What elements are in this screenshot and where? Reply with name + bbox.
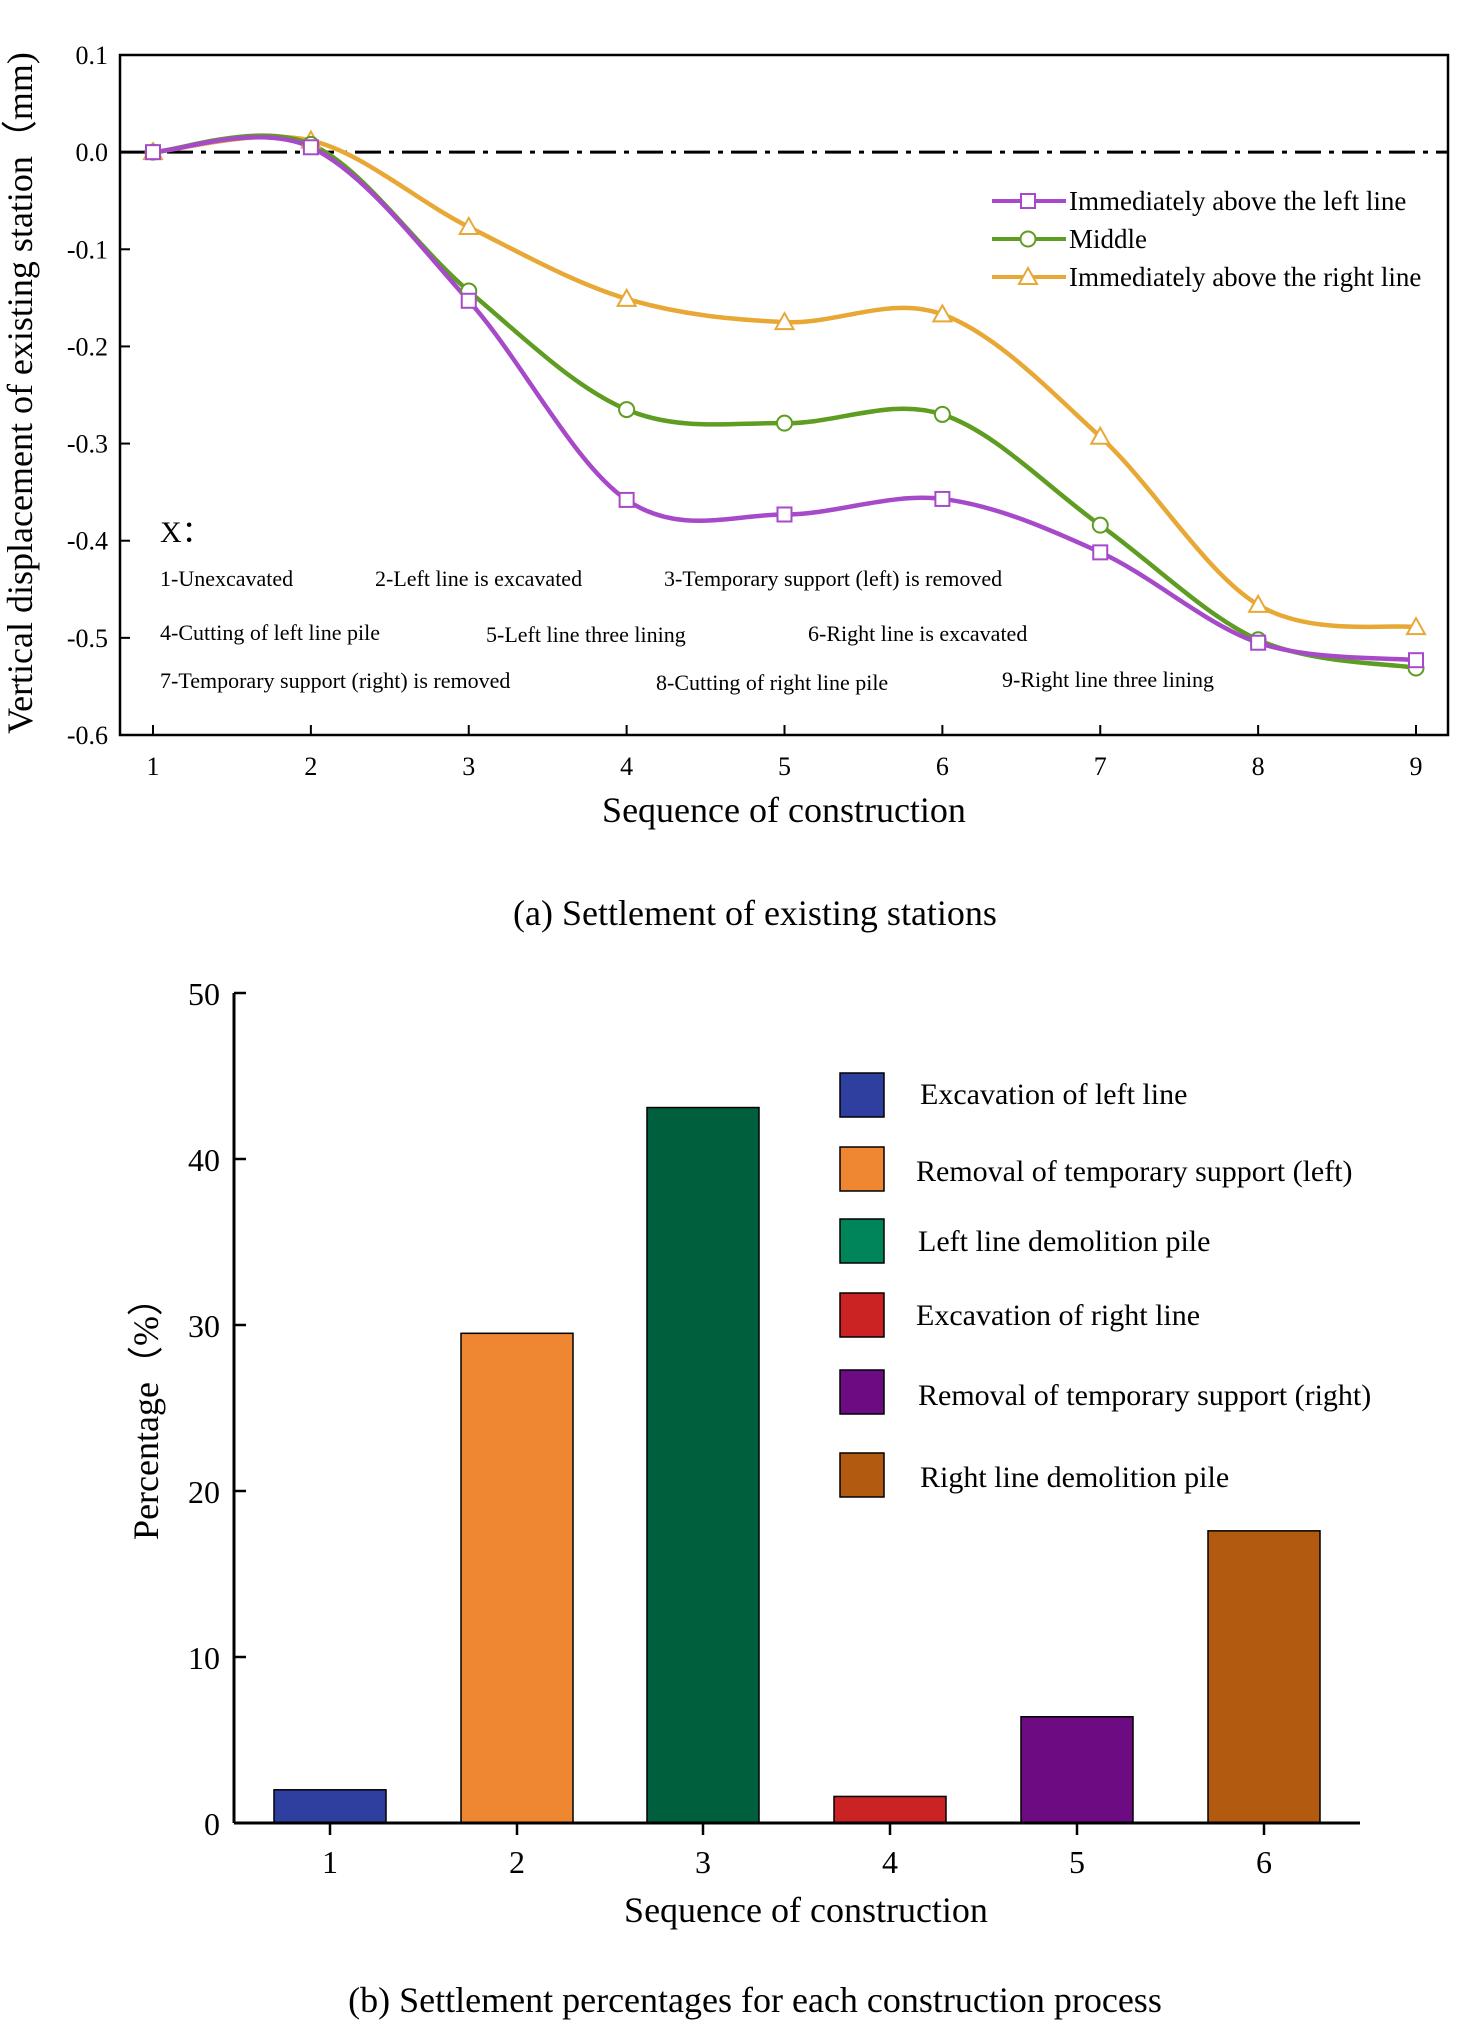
y-tick-label: -0.2 (67, 332, 108, 361)
x-tick-label: 1 (147, 752, 160, 781)
x-tick-label: 3 (462, 752, 475, 781)
data-point-triangle (931, 303, 954, 323)
data-point-triangle (1089, 425, 1111, 445)
legend-swatch-1 (839, 1072, 885, 1118)
data-point-circle (933, 405, 951, 423)
data-point-triangle (458, 215, 480, 235)
legend-swatch-3 (839, 1218, 885, 1264)
legend-series-left: Immediately above the left line (1069, 186, 1406, 216)
y-tick-label: 0 (204, 1806, 220, 1842)
data-point-circle (618, 401, 636, 419)
data-point-triangle (1247, 593, 1269, 613)
data-point-triangle (1405, 616, 1427, 636)
chart-a-note-8: 8-Cutting of right line pile (656, 670, 888, 695)
chart-a-notes-title: X： (160, 516, 212, 549)
legend-series-middle: Middle (1069, 224, 1147, 254)
chart-b: 0 10 20 30 40 50 1 2 3 4 5 6 Excavation of left li… (126, 976, 1371, 2020)
legend-label-4: Excavation of right line (916, 1299, 1200, 1332)
data-point-square (145, 144, 161, 161)
chart-a: 0.1 0.0 -0.1 -0.2 -0.3 -0.4 -0.5 -0.6 1 2 3 4 5 6 7 8 9… (0, 41, 1450, 933)
y-tick-label: 10 (188, 1640, 220, 1676)
bar-4 (833, 1795, 947, 1824)
legend-label-3: Left line demolition pile (918, 1225, 1210, 1258)
legend-swatch-5 (839, 1369, 885, 1415)
data-point-square (1250, 634, 1267, 651)
data-point-square (618, 491, 635, 508)
bar-6 (1207, 1530, 1321, 1824)
bar-3 (646, 1106, 760, 1824)
x-tick-label: 6 (936, 752, 949, 781)
legend-circle-marker (1019, 230, 1037, 248)
y-tick-label: 40 (188, 1142, 220, 1178)
x-tick-label: 7 (1094, 752, 1107, 781)
legend-series-right: Immediately above the right line (1069, 262, 1421, 292)
data-point-triangle (615, 287, 638, 307)
chart-a-legend: Immediately above the left line Middle I… (992, 186, 1421, 292)
y-tick-label: -0.4 (67, 527, 108, 556)
data-point-square (776, 506, 793, 523)
y-tick-label: 50 (188, 976, 220, 1012)
data-point-square (1408, 652, 1424, 669)
y-tick-label: 30 (188, 1308, 220, 1344)
bar-2 (460, 1332, 574, 1824)
chart-b-xlabel: Sequence of construction (624, 1890, 988, 1930)
chart-b-ylabel: Percentage（%） (126, 1280, 166, 1540)
bar-5 (1020, 1716, 1134, 1824)
data-point-square (1092, 544, 1109, 561)
chart-a-note-7: 7-Temporary support (right) is removed (160, 668, 510, 693)
y-tick-label: 0.0 (76, 138, 109, 167)
x-tick-label: 3 (695, 1844, 711, 1880)
chart-a-note-3: 3-Temporary support (left) is removed (664, 566, 1002, 591)
chart-a-note-2: 2-Left line is excavated (375, 566, 582, 591)
x-tick-label: 8 (1252, 752, 1265, 781)
data-point-square (460, 292, 477, 309)
bar-1 (273, 1789, 387, 1824)
x-tick-label: 5 (778, 752, 791, 781)
x-tick-label: 5 (1069, 1844, 1085, 1880)
chart-a-note-6: 6-Right line is excavated (808, 621, 1027, 646)
legend-triangle-marker (1017, 265, 1039, 285)
legend-label-1: Excavation of left line (920, 1078, 1187, 1111)
x-tick-label: 6 (1256, 1844, 1272, 1880)
x-tick-label: 9 (1410, 752, 1423, 781)
y-tick-label: 0.1 (76, 41, 109, 70)
y-tick-label: 20 (188, 1474, 220, 1510)
y-tick-label: -0.3 (67, 430, 108, 459)
legend-label-2: Removal of temporary support (left) (916, 1155, 1353, 1188)
y-tick-label: -0.1 (67, 235, 108, 264)
data-point-square (302, 139, 319, 156)
chart-a-note-5: 5-Left line three lining (486, 622, 686, 647)
x-tick-label: 2 (304, 752, 317, 781)
x-tick-label: 1 (322, 1844, 338, 1880)
series-line-square (152, 135, 1417, 663)
data-point-circle (1091, 516, 1109, 534)
data-point-triangle (773, 311, 796, 331)
data-point-circle (776, 414, 793, 432)
chart-a-note-9: 9-Right line three lining (1002, 667, 1214, 692)
legend-label-6: Right line demolition pile (920, 1461, 1229, 1494)
legend-label-5: Removal of temporary support (right) (918, 1379, 1371, 1412)
chart-a-note-1: 1-Unexcavated (160, 566, 293, 591)
legend-swatch-4 (839, 1292, 885, 1338)
x-tick-label: 2 (509, 1844, 525, 1880)
chart-a-ylabel: Vertical displacement of existing statio… (0, 52, 40, 734)
x-tick-label: 4 (620, 752, 633, 781)
chart-b-caption: (b) Settlement percentages for each cons… (348, 1980, 1162, 2020)
legend-swatch-2 (839, 1146, 885, 1192)
chart-a-caption: (a) Settlement of existing stations (513, 893, 997, 933)
legend-square-marker (1020, 193, 1036, 209)
legend-swatch-6 (839, 1452, 885, 1498)
chart-a-note-4: 4-Cutting of left line pile (160, 620, 380, 645)
y-tick-label: -0.5 (67, 624, 108, 653)
data-point-square (934, 490, 951, 507)
y-tick-label: -0.6 (67, 721, 108, 750)
x-tick-label: 4 (882, 1844, 898, 1880)
chart-a-xlabel: Sequence of construction (602, 790, 966, 830)
chart-b-legend: Excavation of left line Removal of tempo… (839, 1072, 1371, 1498)
